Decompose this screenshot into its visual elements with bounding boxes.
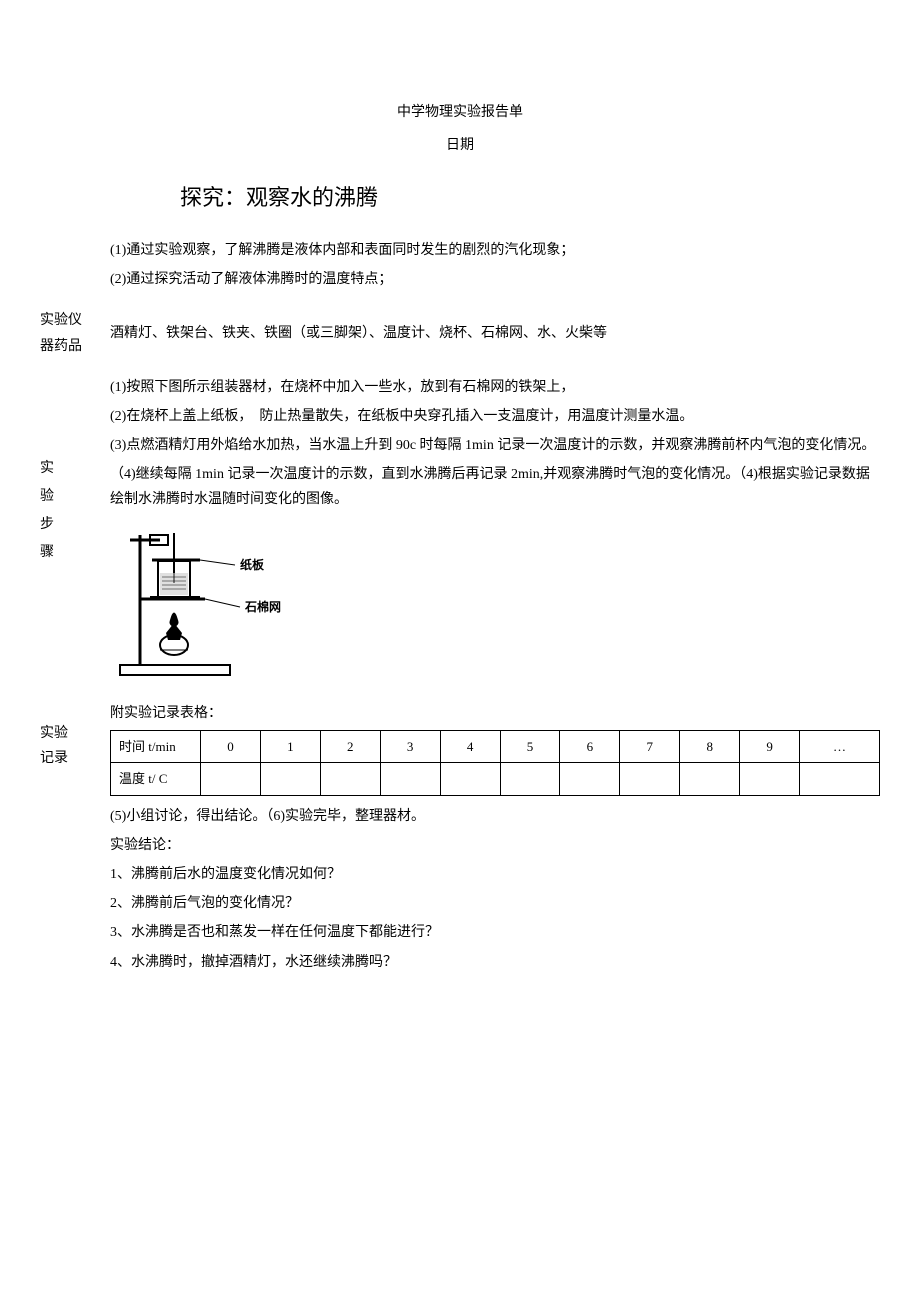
time-cell: 5	[500, 730, 560, 762]
date-label: 日期	[40, 133, 880, 158]
row-time-header: 时间 t/min	[111, 730, 201, 762]
diagram-label-mesh: 石棉网	[245, 597, 281, 619]
step-2: (2)在烧杯上盖上纸板， 防止热量散失，在纸板中央穿孔插入一支温度计，用温度计测…	[110, 404, 880, 429]
time-cell: 8	[680, 730, 740, 762]
diagram-svg	[110, 525, 330, 685]
apparatus-content: 酒精灯、铁架台、铁夹、铁圈（或三脚架）、温度计、烧杯、石棉网、水、火柴等	[110, 321, 880, 346]
time-cell: 4	[440, 730, 500, 762]
time-cell: 6	[560, 730, 620, 762]
steps-label-c4: 骤	[40, 539, 110, 567]
time-cell: 7	[620, 730, 680, 762]
temp-cell	[320, 763, 380, 795]
time-cell: …	[800, 730, 880, 762]
objectives-content: (1)通过实验观察，了解沸腾是液体内部和表面同时发生的剧烈的汽化现象； (2)通…	[110, 238, 880, 296]
temp-cell	[500, 763, 560, 795]
apparatus-label: 实验仪 器药品	[40, 308, 110, 358]
conclusion-q1: 1、沸腾前后水的温度变化情况如何？	[110, 862, 880, 887]
temp-cell	[800, 763, 880, 795]
steps-label-c2: 验	[40, 483, 110, 511]
steps-label: 实 验 步 骤	[40, 375, 110, 567]
experiment-title: 探究：观察水的沸腾	[180, 178, 880, 218]
record-label-1: 实验	[40, 721, 110, 746]
apparatus-row: 实验仪 器药品 酒精灯、铁架台、铁夹、铁圈（或三脚架）、温度计、烧杯、石棉网、水…	[40, 308, 880, 358]
temp-cell	[380, 763, 440, 795]
steps-content: (1)按照下图所示组装器材，在烧杯中加入一些水，放到有石棉网的铁架上， (2)在…	[110, 375, 880, 689]
apparatus-label-2: 器药品	[40, 334, 110, 359]
temp-cell	[680, 763, 740, 795]
steps-label-c3: 步	[40, 511, 110, 539]
record-label-2: 记录	[40, 746, 110, 771]
temp-cell	[740, 763, 800, 795]
apparatus-diagram: 纸板 石棉网	[110, 525, 330, 685]
steps-label-c1: 实	[40, 455, 110, 483]
time-cell: 3	[380, 730, 440, 762]
record-content: 附实验记录表格： 时间 t/min 0 1 2 3 4 5 6 7 8 9 … …	[110, 701, 880, 979]
time-cell: 2	[320, 730, 380, 762]
conclusion-q2: 2、沸腾前后气泡的变化情况？	[110, 891, 880, 916]
conclusion-after1: (5)小组讨论，得出结论。（6)实验完毕，整理器材。	[110, 804, 880, 829]
steps-row: 实 验 步 骤 (1)按照下图所示组装器材，在烧杯中加入一些水，放到有石棉网的铁…	[40, 375, 880, 689]
conclusion-q3: 3、水沸腾是否也和蒸发一样在任何温度下都能进行？	[110, 920, 880, 945]
data-table: 时间 t/min 0 1 2 3 4 5 6 7 8 9 … 温度 t/ C	[110, 730, 880, 796]
temp-cell	[201, 763, 261, 795]
temp-cell	[440, 763, 500, 795]
conclusion-q4: 4、水沸腾时，撤掉酒精灯，水还继续沸腾吗？	[110, 950, 880, 975]
temp-cell	[560, 763, 620, 795]
table-row-temp: 温度 t/ C	[111, 763, 880, 795]
row-temp-header: 温度 t/ C	[111, 763, 201, 795]
diagram-label-paper: 纸板	[240, 555, 264, 577]
temp-cell	[620, 763, 680, 795]
record-row: 实验 记录 附实验记录表格： 时间 t/min 0 1 2 3 4 5 6 7 …	[40, 701, 880, 979]
conclusion-section: (5)小组讨论，得出结论。（6)实验完毕，整理器材。 实验结论： 1、沸腾前后水…	[110, 804, 880, 975]
page-header-title: 中学物理实验报告单	[40, 100, 880, 125]
time-cell: 9	[740, 730, 800, 762]
time-cell: 1	[260, 730, 320, 762]
record-label: 实验 记录	[40, 701, 110, 771]
table-caption: 附实验记录表格：	[110, 701, 880, 726]
objective-2: (2)通过探究活动了解液体沸腾时的温度特点；	[110, 267, 880, 292]
objectives-row: (1)通过实验观察，了解沸腾是液体内部和表面同时发生的剧烈的汽化现象； (2)通…	[40, 238, 880, 296]
objective-1: (1)通过实验观察，了解沸腾是液体内部和表面同时发生的剧烈的汽化现象；	[110, 238, 880, 263]
time-cell: 0	[201, 730, 261, 762]
step-4: （4)继续每隔 1min 记录一次温度计的示数，直到水沸腾后再记录 2min,并…	[110, 462, 880, 512]
conclusion-after2: 实验结论：	[110, 833, 880, 858]
apparatus-label-1: 实验仪	[40, 308, 110, 333]
temp-cell	[260, 763, 320, 795]
table-row-time: 时间 t/min 0 1 2 3 4 5 6 7 8 9 …	[111, 730, 880, 762]
step-3: (3)点燃酒精灯用外焰给水加热，当水温上升到 90c 时每隔 1min 记录一次…	[110, 433, 880, 458]
step-1: (1)按照下图所示组装器材，在烧杯中加入一些水，放到有石棉网的铁架上，	[110, 375, 880, 400]
